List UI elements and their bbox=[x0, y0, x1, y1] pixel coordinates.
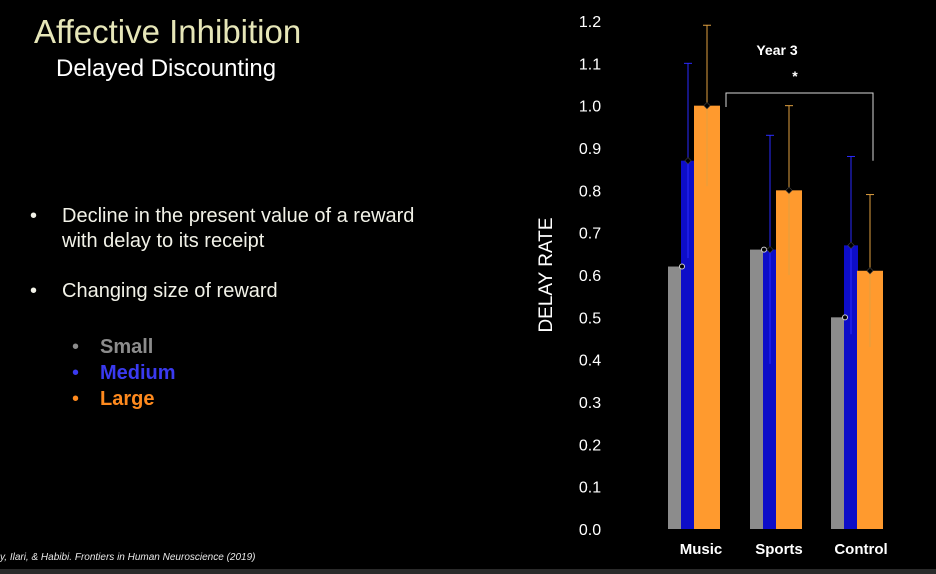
y-axis-label: DELAY RATE bbox=[536, 217, 557, 332]
bullet-item: • Changing size of reward bbox=[30, 279, 430, 304]
mean-marker-sports-large bbox=[785, 186, 793, 194]
mean-marker-music-small bbox=[679, 263, 685, 270]
mean-marker-control-large bbox=[866, 267, 874, 275]
mean-marker-control-medium bbox=[847, 241, 855, 249]
y-tick-label: 1.2 bbox=[579, 14, 601, 31]
reward-large-label: Large bbox=[100, 388, 155, 410]
year-label: Year 3 bbox=[756, 42, 797, 58]
bullet-dot: • bbox=[30, 205, 38, 227]
mean-marker-sports-small bbox=[761, 246, 767, 253]
x-category-label-music: Music bbox=[680, 541, 723, 558]
y-tick-label: 0.5 bbox=[579, 310, 601, 327]
bullet-dot: • bbox=[30, 280, 38, 302]
y-tick-label: 0.6 bbox=[579, 268, 601, 285]
mean-marker-control-small bbox=[842, 314, 848, 321]
significance-star: * bbox=[792, 68, 798, 84]
mean-marker-music-medium bbox=[684, 157, 692, 165]
citation: y, Ilari, & Habibi. Frontiers in Human N… bbox=[0, 552, 256, 563]
slide-subtitle: Delayed Discounting bbox=[56, 55, 277, 82]
x-category-label-control: Control bbox=[834, 541, 887, 558]
bullet-list: • Decline in the present value of a rewa… bbox=[30, 204, 430, 329]
y-tick-label: 0.8 bbox=[579, 183, 601, 200]
reward-small-item: • Small bbox=[72, 334, 176, 360]
bar-sports-medium bbox=[763, 249, 777, 529]
reward-large-item: • Large bbox=[72, 386, 176, 412]
bar-music-medium bbox=[681, 160, 695, 529]
bar-control-small bbox=[831, 317, 845, 529]
reward-size-list: • Small • Medium • Large bbox=[72, 334, 176, 412]
y-tick-label: 1.0 bbox=[579, 99, 601, 116]
slide-title: Affective Inhibition bbox=[34, 13, 302, 50]
bar-music-small bbox=[668, 266, 682, 529]
y-tick-label: 0.1 bbox=[579, 480, 601, 497]
y-tick-label: 0.0 bbox=[579, 522, 601, 539]
y-tick-label: 0.9 bbox=[579, 141, 601, 158]
y-tick-label: 1.1 bbox=[579, 56, 601, 73]
mean-marker-music-large bbox=[703, 102, 711, 110]
mean-marker-sports-medium bbox=[766, 245, 774, 254]
bullet-dot: • bbox=[72, 388, 80, 410]
reward-medium-item: • Medium bbox=[72, 360, 176, 386]
reward-medium-label: Medium bbox=[100, 362, 176, 384]
y-tick-label: 0.2 bbox=[579, 437, 601, 454]
bar-sports-small bbox=[750, 249, 764, 529]
reward-small-label: Small bbox=[100, 336, 154, 358]
y-tick-label: 0.4 bbox=[579, 353, 601, 370]
bullet-item: • Decline in the present value of a rewa… bbox=[30, 204, 430, 254]
y-tick-label: 0.3 bbox=[579, 395, 601, 412]
bullet-text: Changing size of reward bbox=[62, 280, 278, 302]
bullet-dot: • bbox=[72, 336, 80, 358]
significance-bracket bbox=[725, 92, 874, 161]
bottom-bar bbox=[0, 569, 936, 574]
bullet-dot: • bbox=[72, 362, 80, 384]
x-category-label-sports: Sports bbox=[755, 541, 803, 558]
bullet-text: Decline in the present value of a reward… bbox=[62, 205, 415, 252]
y-tick-label: 0.7 bbox=[579, 226, 601, 243]
